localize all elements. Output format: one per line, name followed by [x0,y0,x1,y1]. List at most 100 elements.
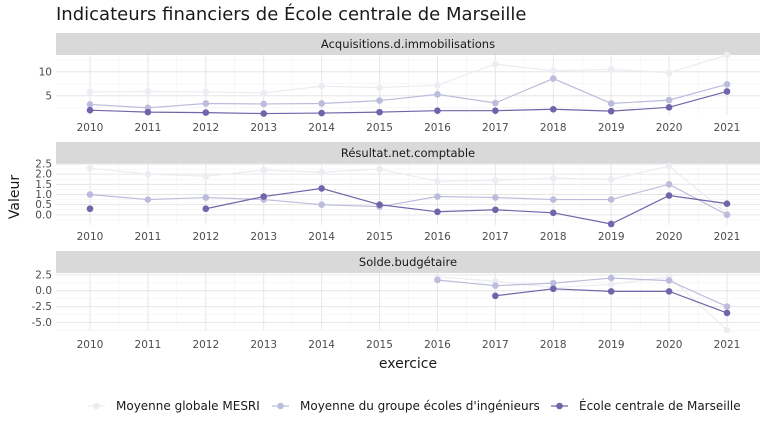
data-point [492,292,499,300]
legend-key-point [93,402,100,410]
x-tick-label: 2012 [192,339,219,351]
data-point [492,176,499,184]
panels: Acquisitions.d.immobilisations 5 10 2010 201… [32,33,760,351]
data-point [549,279,557,287]
data-point [202,109,210,116]
x-tick-label: 2015 [366,122,393,134]
data-point [434,107,441,114]
data-point [665,277,673,284]
series-line [89,77,728,109]
data-point [318,185,325,192]
data-point [376,165,383,173]
x-tick-label: 2010 [77,231,104,243]
y-tick-label: 1.0 [35,189,52,201]
series-line [205,187,728,225]
data-point [260,193,268,200]
x-tick-label: 2016 [424,339,451,351]
y-tick-label: -2.5 [32,301,53,313]
data-point [376,97,383,104]
legend-item: Moyenne globale MESRI [88,399,260,413]
data-point [144,88,152,95]
x-tick-label: 2018 [540,231,567,243]
x-tick-label: 2010 [77,122,104,134]
chart-title: Indicateurs financiers de École centrale… [56,3,526,25]
data-point [376,84,383,91]
panel-3: Solde.budgétaire -5.0 -2.5 0.0 2.5 2010 2011 20… [32,251,760,351]
legend-key-point [277,402,284,410]
data-point [549,174,557,182]
panel-strip-label: Solde.budgétaire [359,255,457,269]
x-tick-label: 2018 [540,339,567,351]
data-point [607,274,615,282]
data-point [607,100,615,107]
data-point [492,107,499,114]
data-point [549,67,557,75]
data-point [434,177,441,185]
data-point [202,194,210,201]
x-tick-label: 2021 [714,339,741,351]
x-tick-label: 2021 [714,231,741,243]
panel-2: Résultat.net.comptable 0.00.51.01.52.02.5… [35,142,760,243]
x-tick-label: 2012 [192,122,219,134]
data-point [607,107,615,115]
data-point [723,80,731,88]
data-point [376,201,383,208]
data-point [492,194,499,201]
data-point [492,206,499,214]
panel-strip-label: Acquisitions.d.immobilisations [321,37,495,51]
y-tick-label: -5.0 [32,317,53,329]
data-point [607,281,615,288]
data-point [434,91,441,98]
data-point [260,100,268,108]
data-point [549,285,557,293]
x-tick-label: 2015 [366,339,393,351]
y-tick-label: 2.5 [35,159,52,171]
data-point [86,191,94,198]
series-line [437,276,728,331]
data-point [434,276,441,284]
x-tick-label: 2019 [598,339,625,351]
data-point [723,200,731,207]
panel-strip [56,33,760,55]
data-point [202,100,210,107]
data-point [434,81,441,89]
data-point [549,105,557,113]
series-line [89,54,728,94]
data-point [376,108,383,116]
series-line [437,277,728,308]
y-tick-label: 1.5 [35,179,52,191]
data-point [665,104,673,111]
y-tick-label: 0.0 [35,285,52,297]
data-point [260,110,268,117]
panel-strip [56,142,760,164]
data-point [202,172,210,180]
panel-strip-label: Résultat.net.comptable [341,146,475,160]
data-point [723,51,731,59]
data-point [318,201,325,208]
data-point [318,109,325,117]
data-point [144,196,152,203]
y-tick-label: 0.0 [35,209,52,221]
legend-label: École centrale de Marseille [579,398,741,413]
data-point [607,288,615,295]
data-point [492,60,499,68]
y-tick-label: 2.5 [35,269,52,281]
x-tick-label: 2020 [656,231,683,243]
data-point [549,75,557,82]
y-axis-title: Valeur [7,175,23,219]
x-tick-label: 2014 [308,231,335,243]
data-point [318,168,325,176]
x-tick-label: 2019 [598,122,625,134]
panel-strip [56,251,760,273]
legend-key-point [556,402,563,410]
x-tick-label: 2016 [424,122,451,134]
x-tick-label: 2010 [77,339,104,351]
legend-label: Moyenne du groupe écoles d'ingénieurs [300,399,540,413]
legend-item: École centrale de Marseille [551,398,741,413]
data-point [202,205,210,213]
data-point [549,209,557,217]
legend: Moyenne globale MESRI Moyenne du groupe é… [88,398,741,413]
data-point [723,303,731,310]
data-point [607,66,615,73]
